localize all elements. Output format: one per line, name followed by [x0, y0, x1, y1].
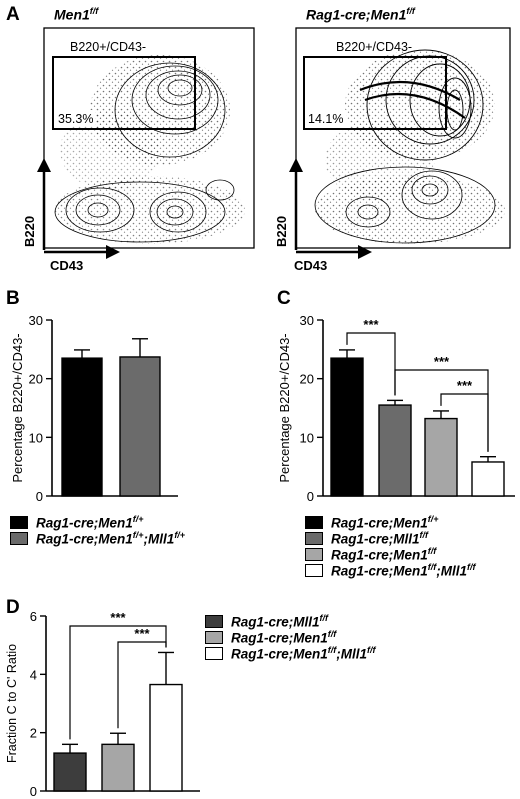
legend-d-item-3: Rag1-cre;Men1f/f;Mll1f/f [205, 645, 376, 661]
bar-d-3 [149, 683, 183, 792]
legend-label: Rag1-cre;Men1f/f;Mll1f/f [231, 644, 376, 662]
legend-label: Rag1-cre;Men1f/+ [36, 513, 144, 531]
gate-percent-1: 35.3% [58, 112, 93, 126]
legend-swatch [205, 646, 223, 660]
x-arrowhead-2 [358, 245, 372, 259]
legend-label: Rag1-cre;Mll1f/f [331, 529, 429, 547]
legend-c: Rag1-cre;Men1f/+ Rag1-cre;Mll1f/f Rag1-cre… [305, 514, 476, 578]
contours-upper-1 [114, 62, 226, 158]
legend-swatch [10, 531, 28, 545]
significance-bracket-d-1 [69, 625, 167, 740]
bar-chart-d: 0 2 4 6 Fraction C to C' Ratio *** *** [5, 609, 200, 799]
legend-label: Rag1-cre;Men1f/+ [331, 513, 439, 531]
gate-label-1: B220+/CD43- [70, 40, 146, 54]
legend-b-item-2: Rag1-cre;Men1f/+;Mll1f/+ [10, 530, 185, 546]
y-tick-label-d: 2 [30, 726, 37, 741]
significance-label-c-1: *** [363, 317, 379, 332]
x-axis-label-1: CD43 [50, 258, 83, 273]
flow-plot-2: B220+/CD43- 14.1% B220 CD43 [274, 27, 511, 273]
legend-swatch [305, 531, 323, 545]
legend-c-item-1: Rag1-cre;Men1f/+ [305, 514, 476, 530]
legend-c-item-2: Rag1-cre;Mll1f/f [305, 530, 476, 546]
y-tick-label-d: 0 [30, 784, 37, 799]
bar-c-3 [424, 417, 458, 497]
legend-swatch [205, 614, 223, 628]
y-axis-label-c: Percentage B220+/CD43- [277, 333, 292, 482]
legend-swatch [305, 547, 323, 561]
bar-c-4 [471, 461, 505, 497]
gate-percent-2: 14.1% [308, 112, 343, 126]
gate-label-2: B220+/CD43- [336, 40, 412, 54]
y-tick-label-d: 6 [30, 609, 37, 624]
y-tick-label-b: 20 [29, 372, 43, 387]
bar-d-2 [101, 743, 135, 792]
y-tick-label-c: 20 [300, 372, 314, 387]
legend-b-item-1: Rag1-cre;Men1f/+ [10, 514, 185, 530]
significance-bracket-c-1 [346, 332, 396, 396]
x-axis-label-2: CD43 [294, 258, 327, 273]
panel-letter-d: D [6, 597, 20, 618]
y-tick-label-b: 0 [36, 489, 43, 504]
legend-label: Rag1-cre;Men1f/+;Mll1f/+ [36, 529, 186, 547]
legend-c-item-3: Rag1-cre;Men1f/f [305, 546, 476, 562]
percent-bg-1 [55, 110, 95, 126]
flow-plot-title-1: Men1f/f [54, 6, 99, 23]
bar-d-1 [53, 752, 87, 792]
y-arrowhead-1 [37, 158, 51, 172]
panel-letter-a: A [6, 4, 20, 25]
legend-d-item-2: Rag1-cre;Men1f/f [205, 629, 376, 645]
legend-swatch [305, 515, 323, 529]
legend-swatch [205, 630, 223, 644]
x-arrowhead-1 [106, 245, 120, 259]
y-axis-label-1: B220 [22, 216, 37, 247]
bar-chart-c: 0 10 20 30 Percentage B220+/CD43- *** *** *** [277, 313, 515, 504]
bar-b-1 [61, 357, 103, 497]
y-axis-label-b: Percentage B220+/CD43- [10, 333, 25, 482]
y-tick-label-b: 10 [29, 430, 43, 445]
significance-label-c-2: *** [434, 354, 450, 369]
significance-bracket-c-3 [440, 393, 489, 452]
panel-letter-b: B [6, 288, 20, 309]
flow-plot-title-2: Rag1-cre;Men1f/f [306, 6, 415, 23]
y-tick-label-c: 0 [307, 489, 314, 504]
contours-lower-2 [314, 166, 496, 244]
bar-b-2 [119, 356, 161, 497]
flow-frame-1 [43, 27, 255, 249]
flow-frame-2 [295, 27, 511, 249]
legend-label: Rag1-cre;Mll1f/f [231, 612, 329, 630]
y-tick-label-c: 10 [300, 430, 314, 445]
y-axis-label-2: B220 [274, 216, 289, 247]
gate-1 [52, 56, 196, 130]
events-cloud-2 [315, 50, 505, 244]
percent-bg-2 [306, 110, 346, 126]
legend-label: Rag1-cre;Men1f/f;Mll1f/f [331, 561, 476, 579]
legend-label: Rag1-cre;Men1f/f [231, 628, 337, 646]
y-tick-label-d: 4 [30, 667, 37, 682]
legend-b: Rag1-cre;Men1f/+ Rag1-cre;Men1f/+;Mll1f/+ [10, 514, 185, 546]
panel-letter-c: C [277, 288, 291, 309]
legend-swatch [10, 515, 28, 529]
y-arrowhead-2 [289, 158, 303, 172]
bar-c-1 [330, 357, 364, 497]
bar-c-2 [378, 404, 412, 497]
legend-d-item-1: Rag1-cre;Mll1f/f [205, 613, 376, 629]
y-tick-label-b: 30 [29, 313, 43, 328]
legend-d: Rag1-cre;Mll1f/f Rag1-cre;Men1f/f Rag1-cre… [205, 613, 376, 661]
gate-2 [303, 56, 447, 130]
legend-label: Rag1-cre;Men1f/f [331, 545, 437, 563]
contours-lower-1 [54, 179, 235, 243]
y-tick-label-c: 30 [300, 313, 314, 328]
legend-swatch [305, 563, 323, 577]
significance-label-c-3: *** [457, 378, 473, 393]
bar-chart-b: 0 10 20 30 Percentage B220+/CD43- [10, 313, 178, 504]
significance-bracket-d-2 [117, 641, 167, 729]
y-axis-label-d: Fraction C to C' Ratio [5, 644, 19, 763]
flow-plot-1: B220+/CD43- 35.3% B220 CD43 [22, 27, 255, 273]
significance-label-d-1: *** [110, 610, 126, 625]
legend-c-item-4: Rag1-cre;Men1f/f;Mll1f/f [305, 562, 476, 578]
significance-label-d-2: *** [134, 626, 150, 641]
